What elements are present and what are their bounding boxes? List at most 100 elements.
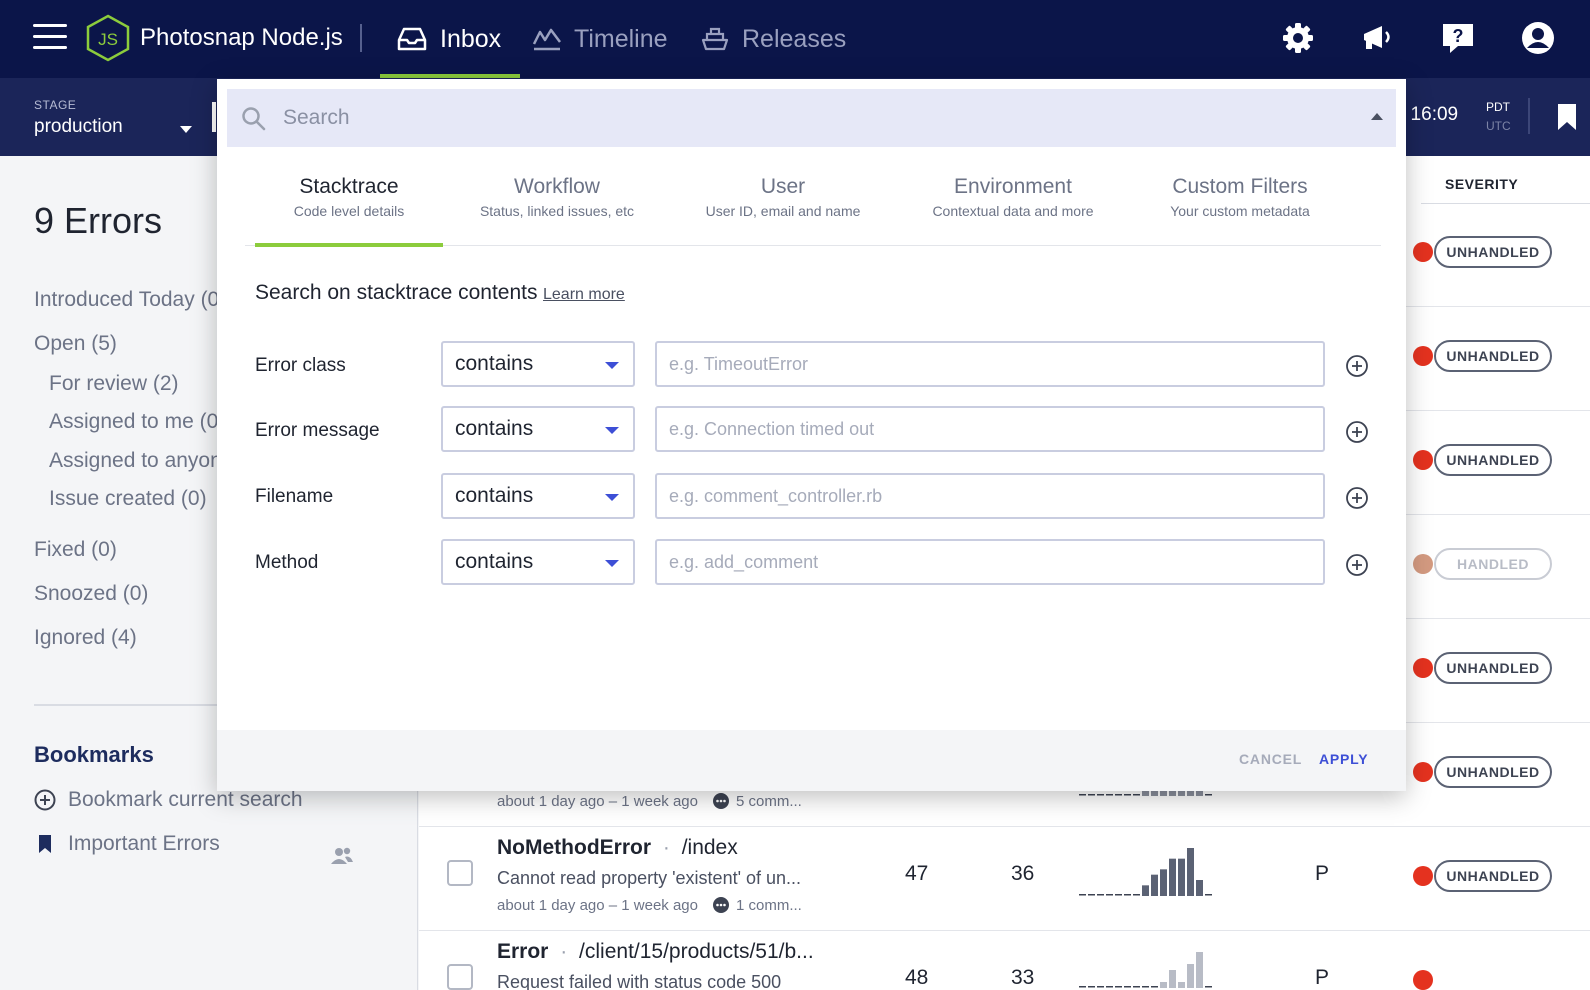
stage-indicator: P <box>1315 966 1330 989</box>
error-row-comments[interactable]: 5 comm... <box>736 792 802 810</box>
stage-label: STAGE <box>34 98 77 112</box>
nav-tab-releases[interactable]: Releases <box>700 0 846 78</box>
tabs-divider <box>245 245 1381 246</box>
filter-ignored[interactable]: Ignored (4) <box>34 626 137 649</box>
bookmark-item-label: Important Errors <box>68 832 220 855</box>
trend-bar <box>1160 982 1167 988</box>
add-condition-icon[interactable] <box>1345 354 1369 378</box>
timezone-primary[interactable]: PDT <box>1486 100 1510 114</box>
trend-bar <box>1196 880 1203 896</box>
nav-divider <box>360 24 362 52</box>
filter-for-review[interactable]: For review (2) <box>49 372 179 395</box>
error-class-input[interactable] <box>655 341 1325 387</box>
tab-subtitle: Status, linked issues, etc <box>479 203 635 219</box>
error-row-title[interactable]: NoMethodError · /index <box>497 836 738 860</box>
trend-bar <box>1133 986 1140 988</box>
error-context: /client/15/products/51/b... <box>579 940 814 963</box>
select-caret-icon <box>605 362 619 369</box>
method-input[interactable] <box>655 539 1325 585</box>
select-caret-icon <box>605 494 619 501</box>
severity-dot-handled <box>1413 554 1433 574</box>
bookmark-item-important-errors[interactable]: Important Errors <box>34 832 220 856</box>
operator-value: contains <box>455 550 534 573</box>
bookmarks-heading: Bookmarks <box>34 742 154 767</box>
tab-stacktrace[interactable]: Stacktrace Code level details <box>255 175 443 219</box>
bookmark-current-search[interactable]: Bookmark current search <box>34 788 303 812</box>
operator-value: contains <box>455 417 534 440</box>
severity-column-header[interactable]: SEVERITY <box>1421 164 1590 204</box>
learn-more-link[interactable]: Learn more <box>543 286 625 303</box>
error-message-input[interactable] <box>655 406 1325 452</box>
filter-issue-created[interactable]: Issue created (0) <box>49 487 207 510</box>
active-tab-indicator <box>380 74 520 78</box>
tab-custom-filters[interactable]: Custom Filters Your custom metadata <box>1145 175 1335 219</box>
severity-badge: UNHANDLED <box>1434 860 1552 892</box>
filter-assigned-to-anyone[interactable]: Assigned to anyon <box>49 449 222 472</box>
row-divider <box>419 930 1590 931</box>
bookmark-icon[interactable] <box>1556 102 1578 132</box>
row-select-checkbox[interactable] <box>447 964 473 990</box>
settings-gear-icon[interactable] <box>1280 20 1316 56</box>
error-row-title[interactable]: Error · /client/15/products/51/b... <box>497 940 814 964</box>
filter-label-method: Method <box>255 552 319 573</box>
severity-dot <box>1413 346 1433 366</box>
severity-badge: UNHANDLED <box>1434 756 1552 788</box>
trend-bar <box>1079 794 1086 796</box>
logo-text: JS <box>98 30 118 49</box>
timezone-secondary[interactable]: UTC <box>1486 119 1511 133</box>
tab-workflow[interactable]: Workflow Status, linked issues, etc <box>463 175 651 219</box>
operator-select-error-class[interactable]: contains <box>441 341 635 387</box>
tab-environment[interactable]: Environment Contextual data and more <box>915 175 1111 219</box>
project-name[interactable]: Photosnap Node.js <box>140 24 343 51</box>
trend-sparkline <box>1079 848 1212 896</box>
search-input[interactable] <box>283 89 1343 147</box>
filter-snoozed[interactable]: Snoozed (0) <box>34 582 149 605</box>
stage-dropdown-caret-icon[interactable] <box>180 126 192 133</box>
active-tab-indicator <box>255 243 443 247</box>
nav-tab-timeline[interactable]: Timeline <box>532 0 668 78</box>
account-icon[interactable] <box>1520 20 1556 56</box>
error-row-comments[interactable]: 1 comm... <box>736 896 802 914</box>
trend-sparkline <box>1079 952 1212 988</box>
add-condition-icon[interactable] <box>1345 553 1369 577</box>
announcements-megaphone-icon[interactable] <box>1360 20 1396 56</box>
operator-select-error-message[interactable]: contains <box>441 406 635 452</box>
trend-bar <box>1106 894 1113 896</box>
nav-tab-inbox[interactable]: Inbox <box>396 0 501 78</box>
shared-users-icon <box>331 847 353 864</box>
severity-dot <box>1413 658 1433 678</box>
error-count-title: 9 Errors <box>34 200 163 241</box>
search-bar <box>227 89 1396 147</box>
timeline-icon <box>532 28 561 51</box>
hamburger-menu-icon[interactable] <box>33 24 67 52</box>
filename-input[interactable] <box>655 473 1325 519</box>
trend-bar <box>1079 986 1086 988</box>
trend-bar <box>1142 885 1149 896</box>
add-condition-icon[interactable] <box>1345 420 1369 444</box>
help-icon[interactable]: ? <box>1440 20 1476 56</box>
filter-open[interactable]: Open (5) <box>34 332 117 355</box>
error-message: Cannot read property 'existent' of un... <box>497 868 802 888</box>
events-count: 47 <box>905 862 929 885</box>
collapse-caret-icon[interactable] <box>1371 113 1383 120</box>
filter-assigned-to-me[interactable]: Assigned to me (0) <box>49 410 226 433</box>
cancel-button[interactable]: CANCEL <box>1239 751 1303 767</box>
apply-button[interactable]: APPLY <box>1319 751 1369 767</box>
operator-select-filename[interactable]: contains <box>441 473 635 519</box>
stage-selector[interactable]: production <box>34 116 123 137</box>
row-select-checkbox[interactable] <box>447 860 473 886</box>
add-condition-icon[interactable] <box>1345 486 1369 510</box>
error-row-meta: about 1 day ago – 1 week ago 5 comm... <box>497 792 802 810</box>
operator-select-method[interactable]: contains <box>441 539 635 585</box>
severity-dot <box>1413 242 1433 262</box>
tab-user[interactable]: User User ID, email and name <box>685 175 881 219</box>
filter-introduced-today[interactable]: Introduced Today (0 <box>34 288 220 311</box>
severity-dot <box>1413 450 1433 470</box>
time-range-value[interactable]: , 16:09 <box>1400 104 1459 125</box>
trend-bar <box>1079 894 1086 896</box>
users-count: 33 <box>1011 966 1035 989</box>
trend-bar <box>1142 986 1149 988</box>
trend-bar <box>1097 986 1104 988</box>
subbar-divider <box>1528 98 1530 134</box>
filter-fixed[interactable]: Fixed (0) <box>34 538 117 561</box>
